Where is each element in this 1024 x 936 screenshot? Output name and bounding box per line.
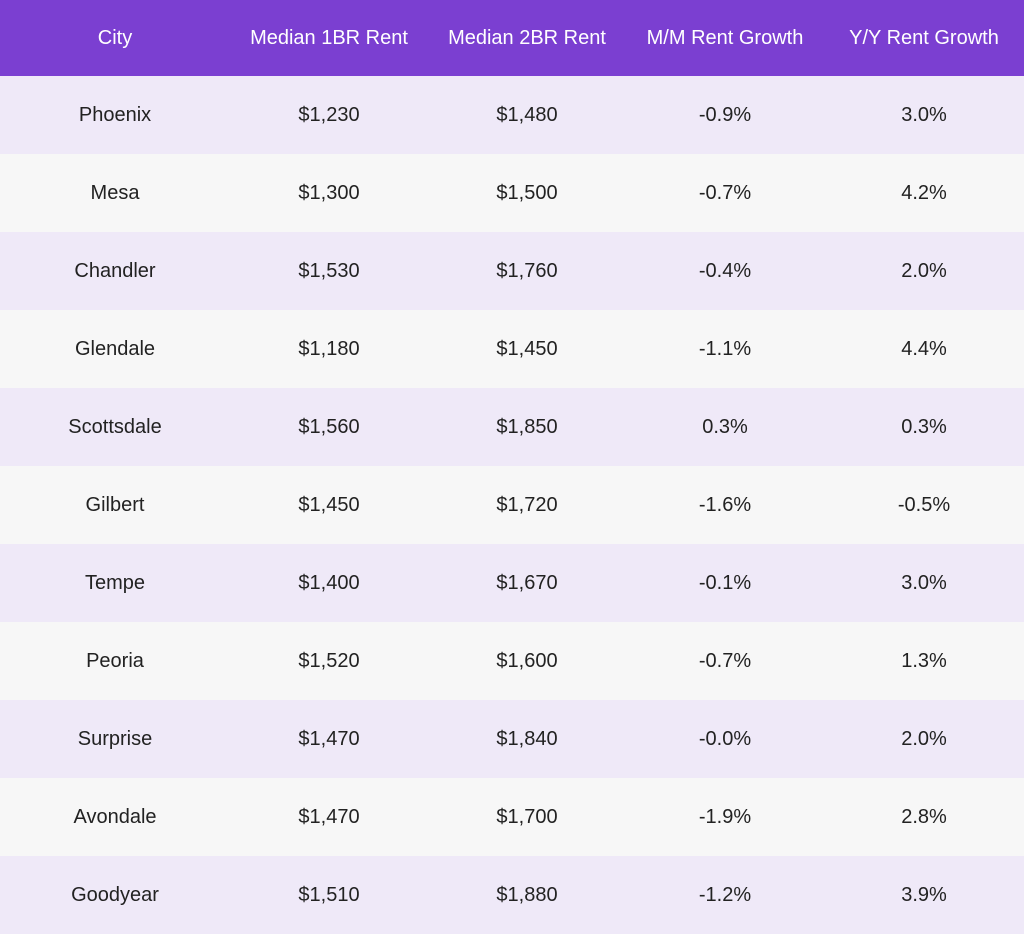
table-row: Tempe $1,400 $1,670 -0.1% 3.0% (0, 544, 1024, 622)
table-row: Mesa $1,300 $1,500 -0.7% 4.2% (0, 154, 1024, 232)
value-cell: 3.0% (824, 76, 1024, 154)
value-cell: 2.0% (824, 700, 1024, 778)
table-body: Phoenix $1,230 $1,480 -0.9% 3.0% Mesa $1,300 $1… (0, 76, 1024, 934)
value-cell: -0.1% (626, 544, 824, 622)
table-header: City Median 1BR Rent Median 2BR Rent M/M Re… (0, 0, 1024, 76)
value-cell: $1,450 (230, 466, 428, 544)
city-cell: Chandler (0, 232, 230, 310)
column-header: Median 1BR Rent (230, 0, 428, 76)
table-row: Scottsdale $1,560 $1,850 0.3% 0.3% (0, 388, 1024, 466)
header-row: City Median 1BR Rent Median 2BR Rent M/M Re… (0, 0, 1024, 76)
column-header: Median 2BR Rent (428, 0, 626, 76)
table-row: Gilbert $1,450 $1,720 -1.6% -0.5% (0, 466, 1024, 544)
value-cell: $1,530 (230, 232, 428, 310)
value-cell: -1.6% (626, 466, 824, 544)
value-cell: 0.3% (626, 388, 824, 466)
value-cell: 2.8% (824, 778, 1024, 856)
value-cell: $1,230 (230, 76, 428, 154)
city-cell: Peoria (0, 622, 230, 700)
value-cell: -0.7% (626, 622, 824, 700)
value-cell: $1,180 (230, 310, 428, 388)
value-cell: -0.4% (626, 232, 824, 310)
value-cell: -1.9% (626, 778, 824, 856)
value-cell: 2.0% (824, 232, 1024, 310)
value-cell: $1,510 (230, 856, 428, 934)
city-cell: Goodyear (0, 856, 230, 934)
value-cell: $1,880 (428, 856, 626, 934)
value-cell: $1,450 (428, 310, 626, 388)
value-cell: $1,850 (428, 388, 626, 466)
column-header: City (0, 0, 230, 76)
table-row: Avondale $1,470 $1,700 -1.9% 2.8% (0, 778, 1024, 856)
value-cell: $1,670 (428, 544, 626, 622)
city-cell: Gilbert (0, 466, 230, 544)
value-cell: $1,700 (428, 778, 626, 856)
value-cell: -0.0% (626, 700, 824, 778)
value-cell: -0.7% (626, 154, 824, 232)
value-cell: $1,760 (428, 232, 626, 310)
value-cell: 3.9% (824, 856, 1024, 934)
value-cell: $1,720 (428, 466, 626, 544)
value-cell: $1,520 (230, 622, 428, 700)
city-cell: Mesa (0, 154, 230, 232)
value-cell: $1,470 (230, 700, 428, 778)
value-cell: $1,560 (230, 388, 428, 466)
value-cell: $1,300 (230, 154, 428, 232)
value-cell: $1,600 (428, 622, 626, 700)
value-cell: -1.1% (626, 310, 824, 388)
value-cell: $1,480 (428, 76, 626, 154)
value-cell: 4.2% (824, 154, 1024, 232)
value-cell: $1,500 (428, 154, 626, 232)
table-row: Chandler $1,530 $1,760 -0.4% 2.0% (0, 232, 1024, 310)
value-cell: -0.5% (824, 466, 1024, 544)
column-header: Y/Y Rent Growth (824, 0, 1024, 76)
city-cell: Tempe (0, 544, 230, 622)
value-cell: 3.0% (824, 544, 1024, 622)
value-cell: $1,470 (230, 778, 428, 856)
value-cell: -0.9% (626, 76, 824, 154)
table-row: Goodyear $1,510 $1,880 -1.2% 3.9% (0, 856, 1024, 934)
table-row: Surprise $1,470 $1,840 -0.0% 2.0% (0, 700, 1024, 778)
value-cell: -1.2% (626, 856, 824, 934)
value-cell: $1,400 (230, 544, 428, 622)
value-cell: 4.4% (824, 310, 1024, 388)
value-cell: 0.3% (824, 388, 1024, 466)
column-header: M/M Rent Growth (626, 0, 824, 76)
city-cell: Scottsdale (0, 388, 230, 466)
city-cell: Avondale (0, 778, 230, 856)
city-cell: Glendale (0, 310, 230, 388)
city-cell: Surprise (0, 700, 230, 778)
value-cell: $1,840 (428, 700, 626, 778)
city-cell: Phoenix (0, 76, 230, 154)
table-row: Peoria $1,520 $1,600 -0.7% 1.3% (0, 622, 1024, 700)
table-row: Glendale $1,180 $1,450 -1.1% 4.4% (0, 310, 1024, 388)
table-row: Phoenix $1,230 $1,480 -0.9% 3.0% (0, 76, 1024, 154)
value-cell: 1.3% (824, 622, 1024, 700)
